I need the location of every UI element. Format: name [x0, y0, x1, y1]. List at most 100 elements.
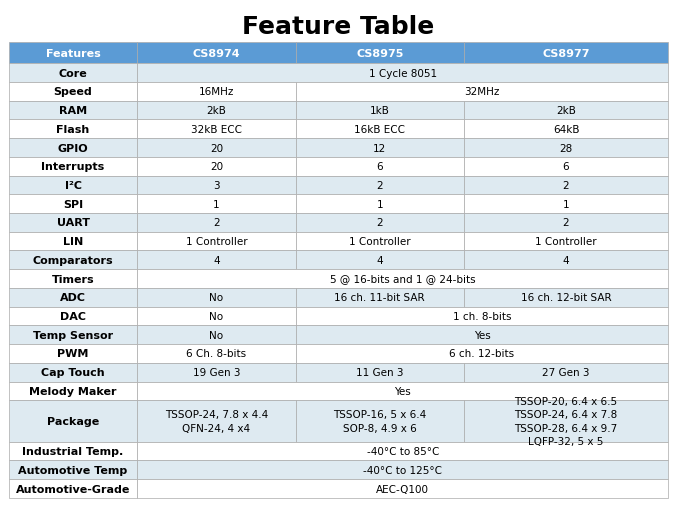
Bar — [9, 139, 137, 158]
Text: 4: 4 — [213, 256, 220, 265]
Text: 20: 20 — [210, 143, 223, 153]
Bar — [296, 400, 464, 442]
Text: No: No — [209, 293, 223, 302]
Bar — [296, 102, 464, 120]
Text: 2: 2 — [377, 181, 383, 190]
Bar — [137, 176, 296, 195]
Bar — [296, 43, 464, 64]
Bar — [9, 400, 137, 442]
Bar — [9, 64, 137, 83]
Bar — [137, 442, 668, 461]
Bar — [9, 195, 137, 214]
Bar — [296, 83, 668, 102]
Text: 2: 2 — [563, 218, 569, 228]
Text: 11 Gen 3: 11 Gen 3 — [356, 368, 404, 377]
Bar — [296, 307, 668, 326]
Text: SPI: SPI — [63, 199, 83, 209]
Text: 1: 1 — [213, 199, 220, 209]
Text: Feature Table: Feature Table — [242, 15, 435, 39]
Bar — [9, 382, 137, 400]
Text: 16kB ECC: 16kB ECC — [354, 125, 405, 134]
Text: 4: 4 — [377, 256, 383, 265]
Bar — [137, 270, 668, 288]
Bar — [9, 307, 137, 326]
Text: 1: 1 — [563, 199, 569, 209]
Text: CS8975: CS8975 — [356, 48, 404, 59]
Bar — [296, 232, 464, 251]
Bar — [137, 102, 296, 120]
Bar — [137, 307, 296, 326]
Bar — [296, 214, 464, 232]
Text: 4: 4 — [563, 256, 569, 265]
Text: CS8977: CS8977 — [542, 48, 590, 59]
Text: 2kB: 2kB — [556, 106, 576, 116]
Text: LIN: LIN — [63, 237, 83, 246]
Text: 32MHz: 32MHz — [464, 87, 500, 97]
Bar — [9, 120, 137, 139]
Text: TSSOP-20, 6.4 x 6.5
TSSOP-24, 6.4 x 7.8
TSSOP-28, 6.4 x 9.7
LQFP-32, 5 x 5: TSSOP-20, 6.4 x 6.5 TSSOP-24, 6.4 x 7.8 … — [514, 396, 618, 446]
Text: 6 Ch. 8-bits: 6 Ch. 8-bits — [186, 349, 246, 359]
Text: Package: Package — [47, 416, 99, 426]
Text: 16 ch. 12-bit SAR: 16 ch. 12-bit SAR — [520, 293, 612, 302]
Text: 2: 2 — [377, 218, 383, 228]
Text: TSSOP-16, 5 x 6.4
SOP-8, 4.9 x 6: TSSOP-16, 5 x 6.4 SOP-8, 4.9 x 6 — [333, 410, 427, 433]
Text: 1 Controller: 1 Controller — [186, 237, 247, 246]
Text: AEC-Q100: AEC-Q100 — [376, 484, 429, 493]
Text: 1 Controller: 1 Controller — [535, 237, 597, 246]
Bar — [464, 363, 668, 382]
Bar — [9, 479, 137, 498]
Bar — [137, 363, 296, 382]
Bar — [137, 120, 296, 139]
Text: 1 ch. 8-bits: 1 ch. 8-bits — [453, 312, 511, 321]
Bar — [137, 382, 668, 400]
Text: 2kB: 2kB — [207, 106, 226, 116]
Text: 6: 6 — [563, 162, 569, 172]
Text: 16MHz: 16MHz — [198, 87, 234, 97]
Text: 1 Controller: 1 Controller — [349, 237, 410, 246]
Text: 6 ch. 12-bits: 6 ch. 12-bits — [450, 349, 514, 359]
Text: RAM: RAM — [59, 106, 87, 116]
Bar — [464, 195, 668, 214]
Text: -40°C to 125°C: -40°C to 125°C — [363, 465, 442, 475]
Bar — [9, 83, 137, 102]
Text: No: No — [209, 330, 223, 340]
Bar — [464, 102, 668, 120]
Bar — [9, 442, 137, 461]
Bar — [296, 195, 464, 214]
Bar — [464, 214, 668, 232]
Bar — [137, 43, 296, 64]
Bar — [9, 232, 137, 251]
Text: UART: UART — [57, 218, 90, 228]
Bar — [137, 326, 296, 344]
Text: PWM: PWM — [57, 349, 88, 359]
Text: Yes: Yes — [474, 330, 490, 340]
Text: I²C: I²C — [65, 181, 82, 190]
Bar — [296, 363, 464, 382]
Text: 2: 2 — [213, 218, 220, 228]
Text: Automotive Temp: Automotive Temp — [18, 465, 128, 475]
Bar — [464, 400, 668, 442]
Text: Automotive-Grade: Automotive-Grade — [16, 484, 130, 493]
Text: 27 Gen 3: 27 Gen 3 — [542, 368, 590, 377]
Bar — [9, 461, 137, 479]
Text: 2: 2 — [563, 181, 569, 190]
Bar — [464, 120, 668, 139]
Text: 19 Gen 3: 19 Gen 3 — [193, 368, 240, 377]
Text: 16 ch. 11-bit SAR: 16 ch. 11-bit SAR — [334, 293, 425, 302]
Text: Timers: Timers — [52, 274, 95, 284]
Bar — [296, 251, 464, 270]
Bar — [137, 400, 296, 442]
Bar — [137, 461, 668, 479]
Bar — [137, 479, 668, 498]
Text: Features: Features — [46, 48, 101, 59]
Bar — [464, 288, 668, 307]
Text: DAC: DAC — [60, 312, 86, 321]
Text: Comparators: Comparators — [32, 256, 113, 265]
Bar — [9, 176, 137, 195]
Bar — [9, 363, 137, 382]
Bar — [137, 83, 296, 102]
Text: No: No — [209, 312, 223, 321]
Text: 6: 6 — [377, 162, 383, 172]
Bar — [464, 176, 668, 195]
Text: Interrupts: Interrupts — [41, 162, 105, 172]
